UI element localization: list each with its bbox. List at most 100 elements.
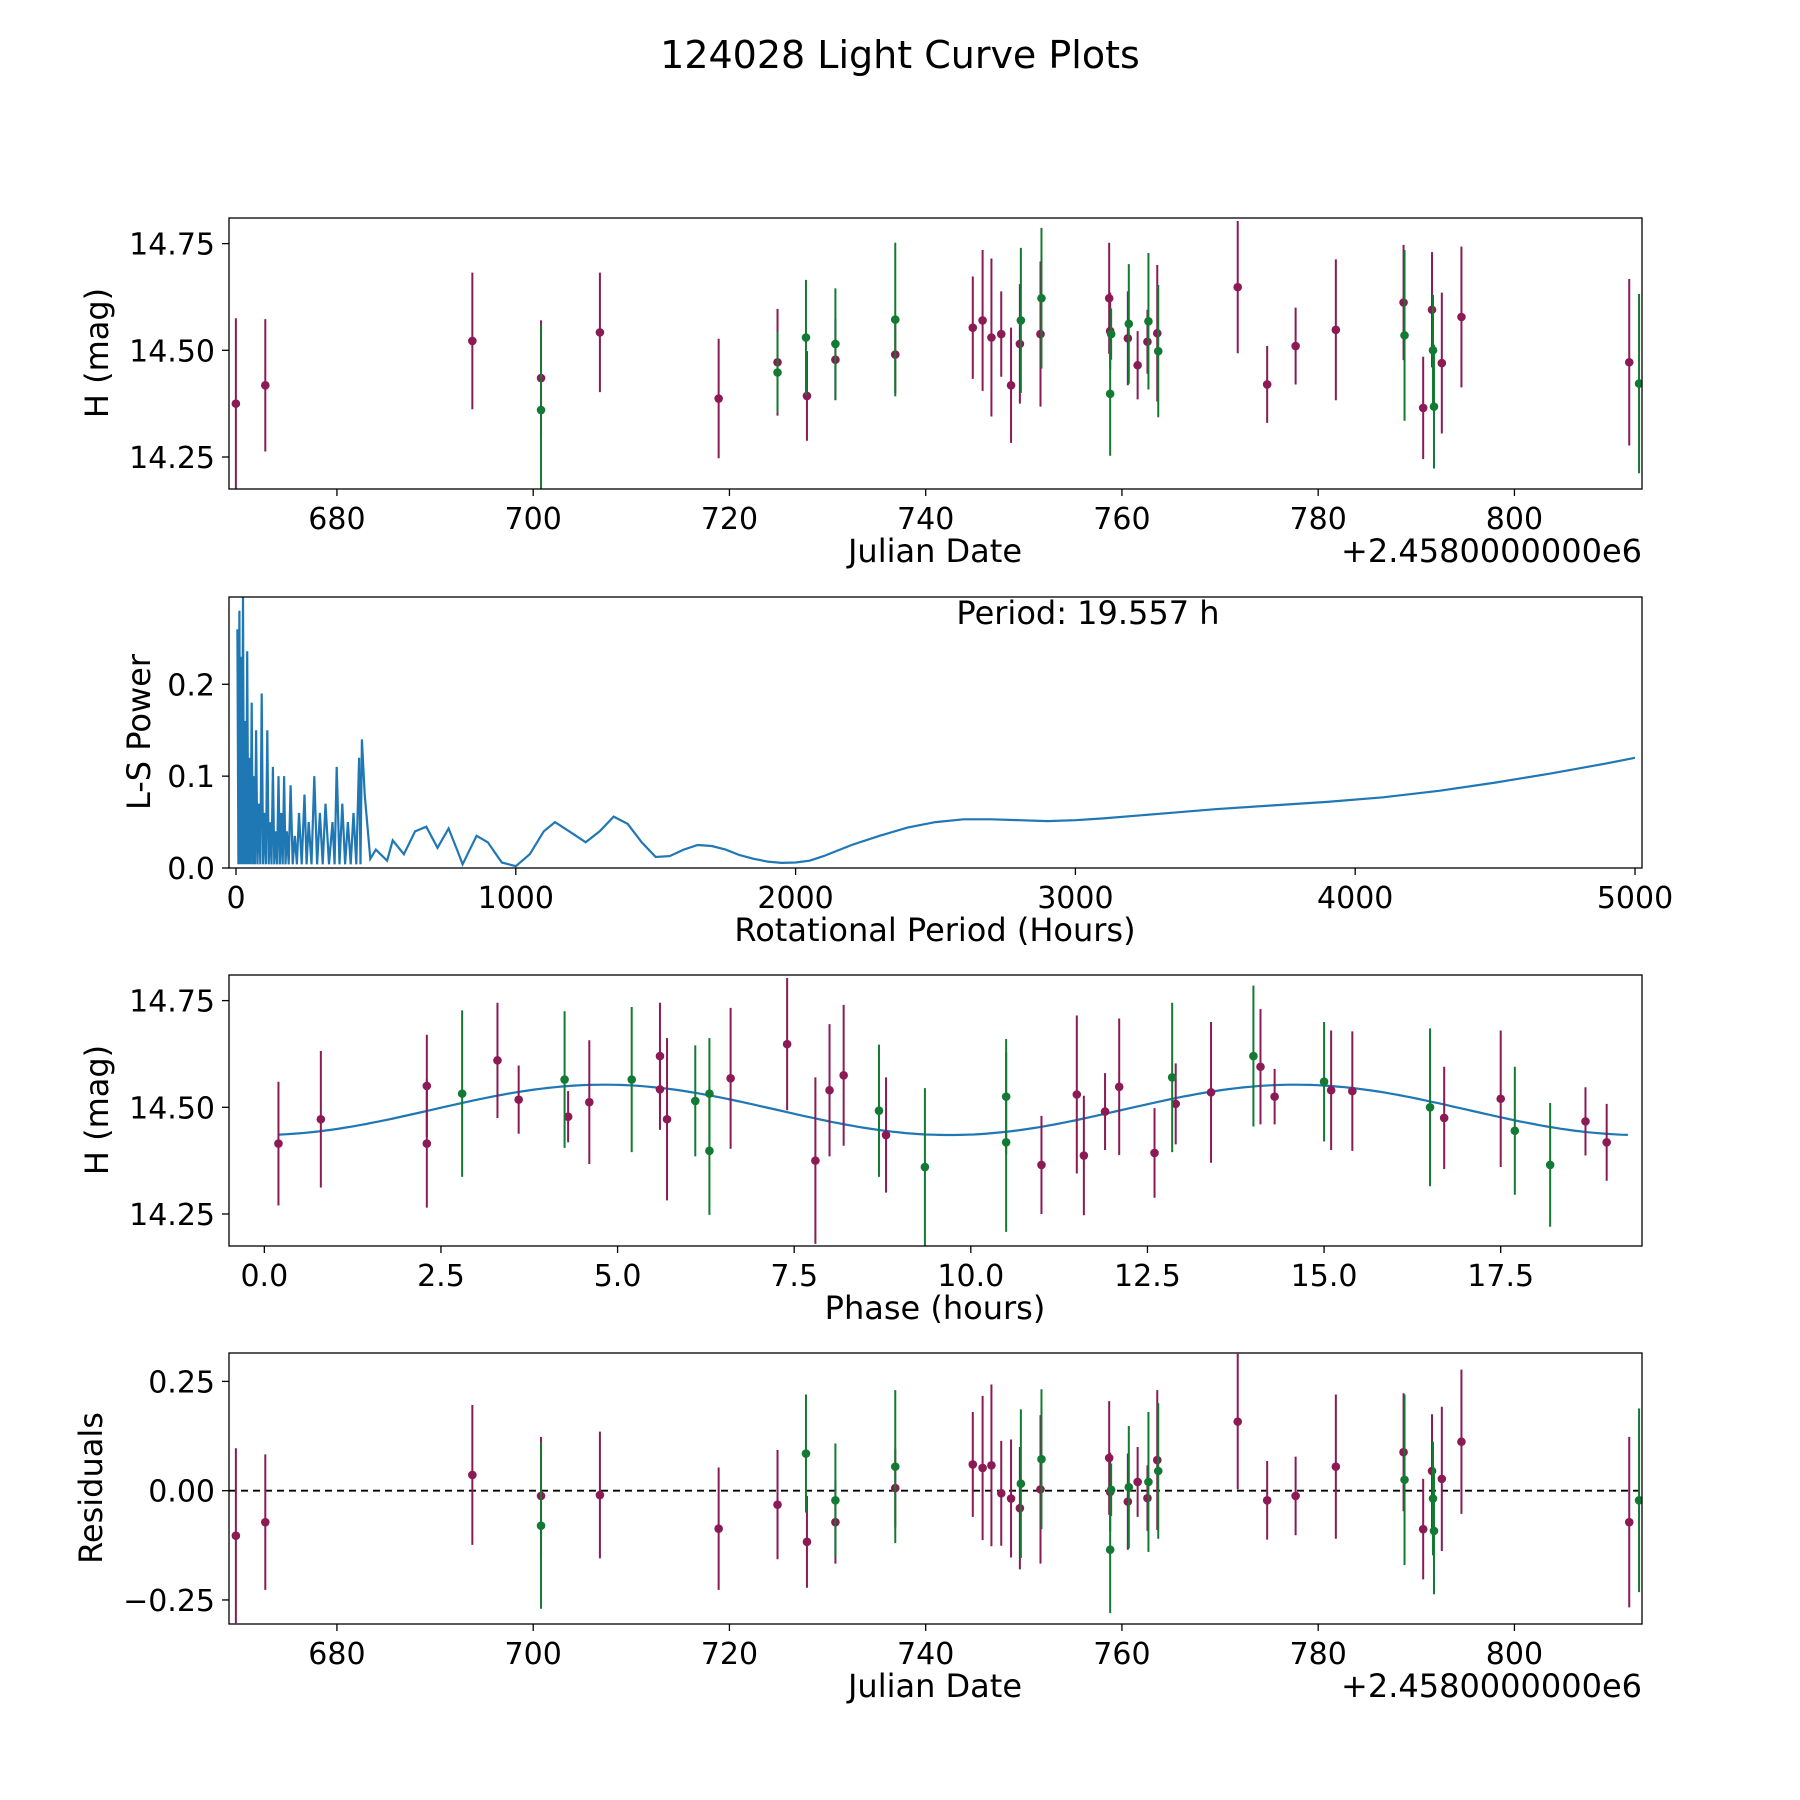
phased-point (1037, 1160, 1046, 1170)
phased-point (274, 1139, 283, 1148)
lightcurve-point (890, 315, 900, 324)
lightcurve-point (1133, 360, 1142, 370)
residuals-point (801, 1449, 811, 1458)
lightcurve-y-ticks: 14.25 14.50 14.75 (129, 228, 229, 476)
phased-panel: 0.0 2.5 5.0 7.5 10.0 12.5 15.0 17.5 14.2514.501… (78, 974, 1643, 1327)
residuals-x-ticks: 680 700 720 740 760 780 800 (308, 1624, 1543, 1672)
phased-point (782, 1039, 792, 1049)
residuals-point (714, 1524, 723, 1534)
residuals-point (1016, 1479, 1026, 1488)
phased-point (1001, 1137, 1011, 1147)
phased-point (1496, 1094, 1505, 1104)
residuals-point (1105, 1545, 1115, 1554)
lightcurve-point (536, 405, 546, 415)
phased-point (1425, 1102, 1435, 1112)
residuals-xtick-label: 740 (897, 1637, 954, 1672)
phased-xlabel: Phase (hours) (825, 1289, 1046, 1327)
residuals-xtick-label: 720 (701, 1637, 758, 1672)
residuals-point (968, 1460, 978, 1469)
phased-point (881, 1130, 891, 1140)
phased-point (1270, 1092, 1279, 1101)
periodogram-ytick-label: 0.0 (167, 852, 215, 887)
phased-point (811, 1156, 820, 1165)
lightcurve-point (1016, 316, 1026, 325)
residuals-point (1006, 1494, 1016, 1503)
phased-point (1439, 1113, 1449, 1123)
phased-point (655, 1085, 665, 1094)
residuals-point (1153, 1466, 1163, 1476)
periodogram-xtick-label: 1000 (478, 881, 554, 916)
fit-curve (278, 1083, 1628, 1137)
period-annotation: Period: 19.557 h (956, 594, 1219, 632)
phased-xtick-label: 7.5 (770, 1259, 818, 1294)
lightcurve-point (996, 329, 1006, 339)
lightcurve-x-ticks: 680 700 720 740 760 780 800 (308, 489, 1543, 537)
lightcurve-point (1006, 380, 1016, 390)
residuals-point (1331, 1462, 1341, 1471)
residuals-point (231, 1531, 241, 1541)
lightcurve-point (1331, 325, 1341, 335)
lightcurve-offset-label: +2.4580000000e6 (1341, 532, 1642, 570)
lightcurve-point (261, 380, 270, 390)
residuals-point (1457, 1437, 1466, 1447)
residuals-point (1291, 1491, 1300, 1501)
residuals-xtick-label: 760 (1093, 1637, 1150, 1672)
lightcurve-xtick-label: 720 (701, 502, 758, 537)
residuals-point (1037, 1454, 1046, 1464)
periodogram-panel: 0 1000 2000 3000 4000 5000 0.0 0.1 0.2 Period: … (120, 594, 1673, 949)
periodogram-y-ticks: 0.0 0.1 0.2 (167, 668, 229, 887)
residuals-point (1624, 1517, 1634, 1527)
phased-frame (228, 974, 1643, 1247)
phased-point (1581, 1117, 1590, 1126)
phased-point (316, 1114, 326, 1124)
residuals-point (1144, 1477, 1153, 1487)
phased-point (585, 1097, 594, 1107)
phased-point (920, 1162, 930, 1172)
periodogram-frame (228, 596, 1643, 869)
residuals-point (996, 1489, 1006, 1498)
phased-point (1256, 1062, 1265, 1072)
periodogram-ytick-label: 0.2 (167, 668, 215, 703)
phased-y-ticks: 14.25 14.50 14.75 (129, 985, 229, 1233)
residuals-point (1437, 1474, 1447, 1484)
lightcurve-point (1624, 357, 1634, 367)
lightcurve-point (1418, 403, 1428, 413)
phased-xtick-label: 2.5 (417, 1259, 465, 1294)
phased-ytick-label: 14.75 (129, 985, 215, 1020)
lightcurve-point (1037, 293, 1046, 303)
lightcurve-point (231, 399, 241, 408)
residuals-point (831, 1496, 840, 1505)
lightcurve-point (1124, 319, 1134, 329)
lightcurve-xtick-label: 680 (308, 502, 365, 537)
phased-xtick-label: 5.0 (594, 1259, 642, 1294)
phased-xtick-label: 17.5 (1467, 1259, 1534, 1294)
lightcurve-ytick-label: 14.25 (129, 441, 215, 476)
residuals-point (1262, 1496, 1272, 1505)
phased-plot-area (274, 977, 1628, 1246)
residuals-point (890, 1462, 900, 1471)
periodogram-xtick-label: 5000 (1597, 881, 1673, 916)
periodogram-xtick-label: 4000 (1317, 881, 1393, 916)
phased-point (422, 1139, 432, 1148)
phased-ytick-label: 14.50 (129, 1091, 215, 1126)
lightcurve-point (1634, 379, 1642, 388)
lightcurve-marks (231, 220, 1642, 489)
lightcurve-point (1106, 329, 1116, 339)
residuals-marks (229, 1353, 1642, 1624)
lightcurve-point (1429, 402, 1439, 411)
residuals-point (595, 1490, 605, 1500)
lightcurve-point (468, 336, 477, 346)
phased-marks (274, 977, 1628, 1246)
lightcurve-xtick-label: 760 (1093, 502, 1150, 537)
residuals-point (1634, 1496, 1642, 1505)
phased-point (627, 1075, 637, 1084)
phased-point (563, 1112, 573, 1121)
residuals-point (802, 1537, 812, 1547)
residuals-point (773, 1500, 782, 1509)
lightcurve-ytick-label: 14.50 (129, 334, 215, 369)
residuals-frame (228, 1352, 1643, 1625)
phased-point (1171, 1099, 1181, 1109)
phased-point (1167, 1073, 1177, 1082)
phased-point (1249, 1051, 1258, 1061)
